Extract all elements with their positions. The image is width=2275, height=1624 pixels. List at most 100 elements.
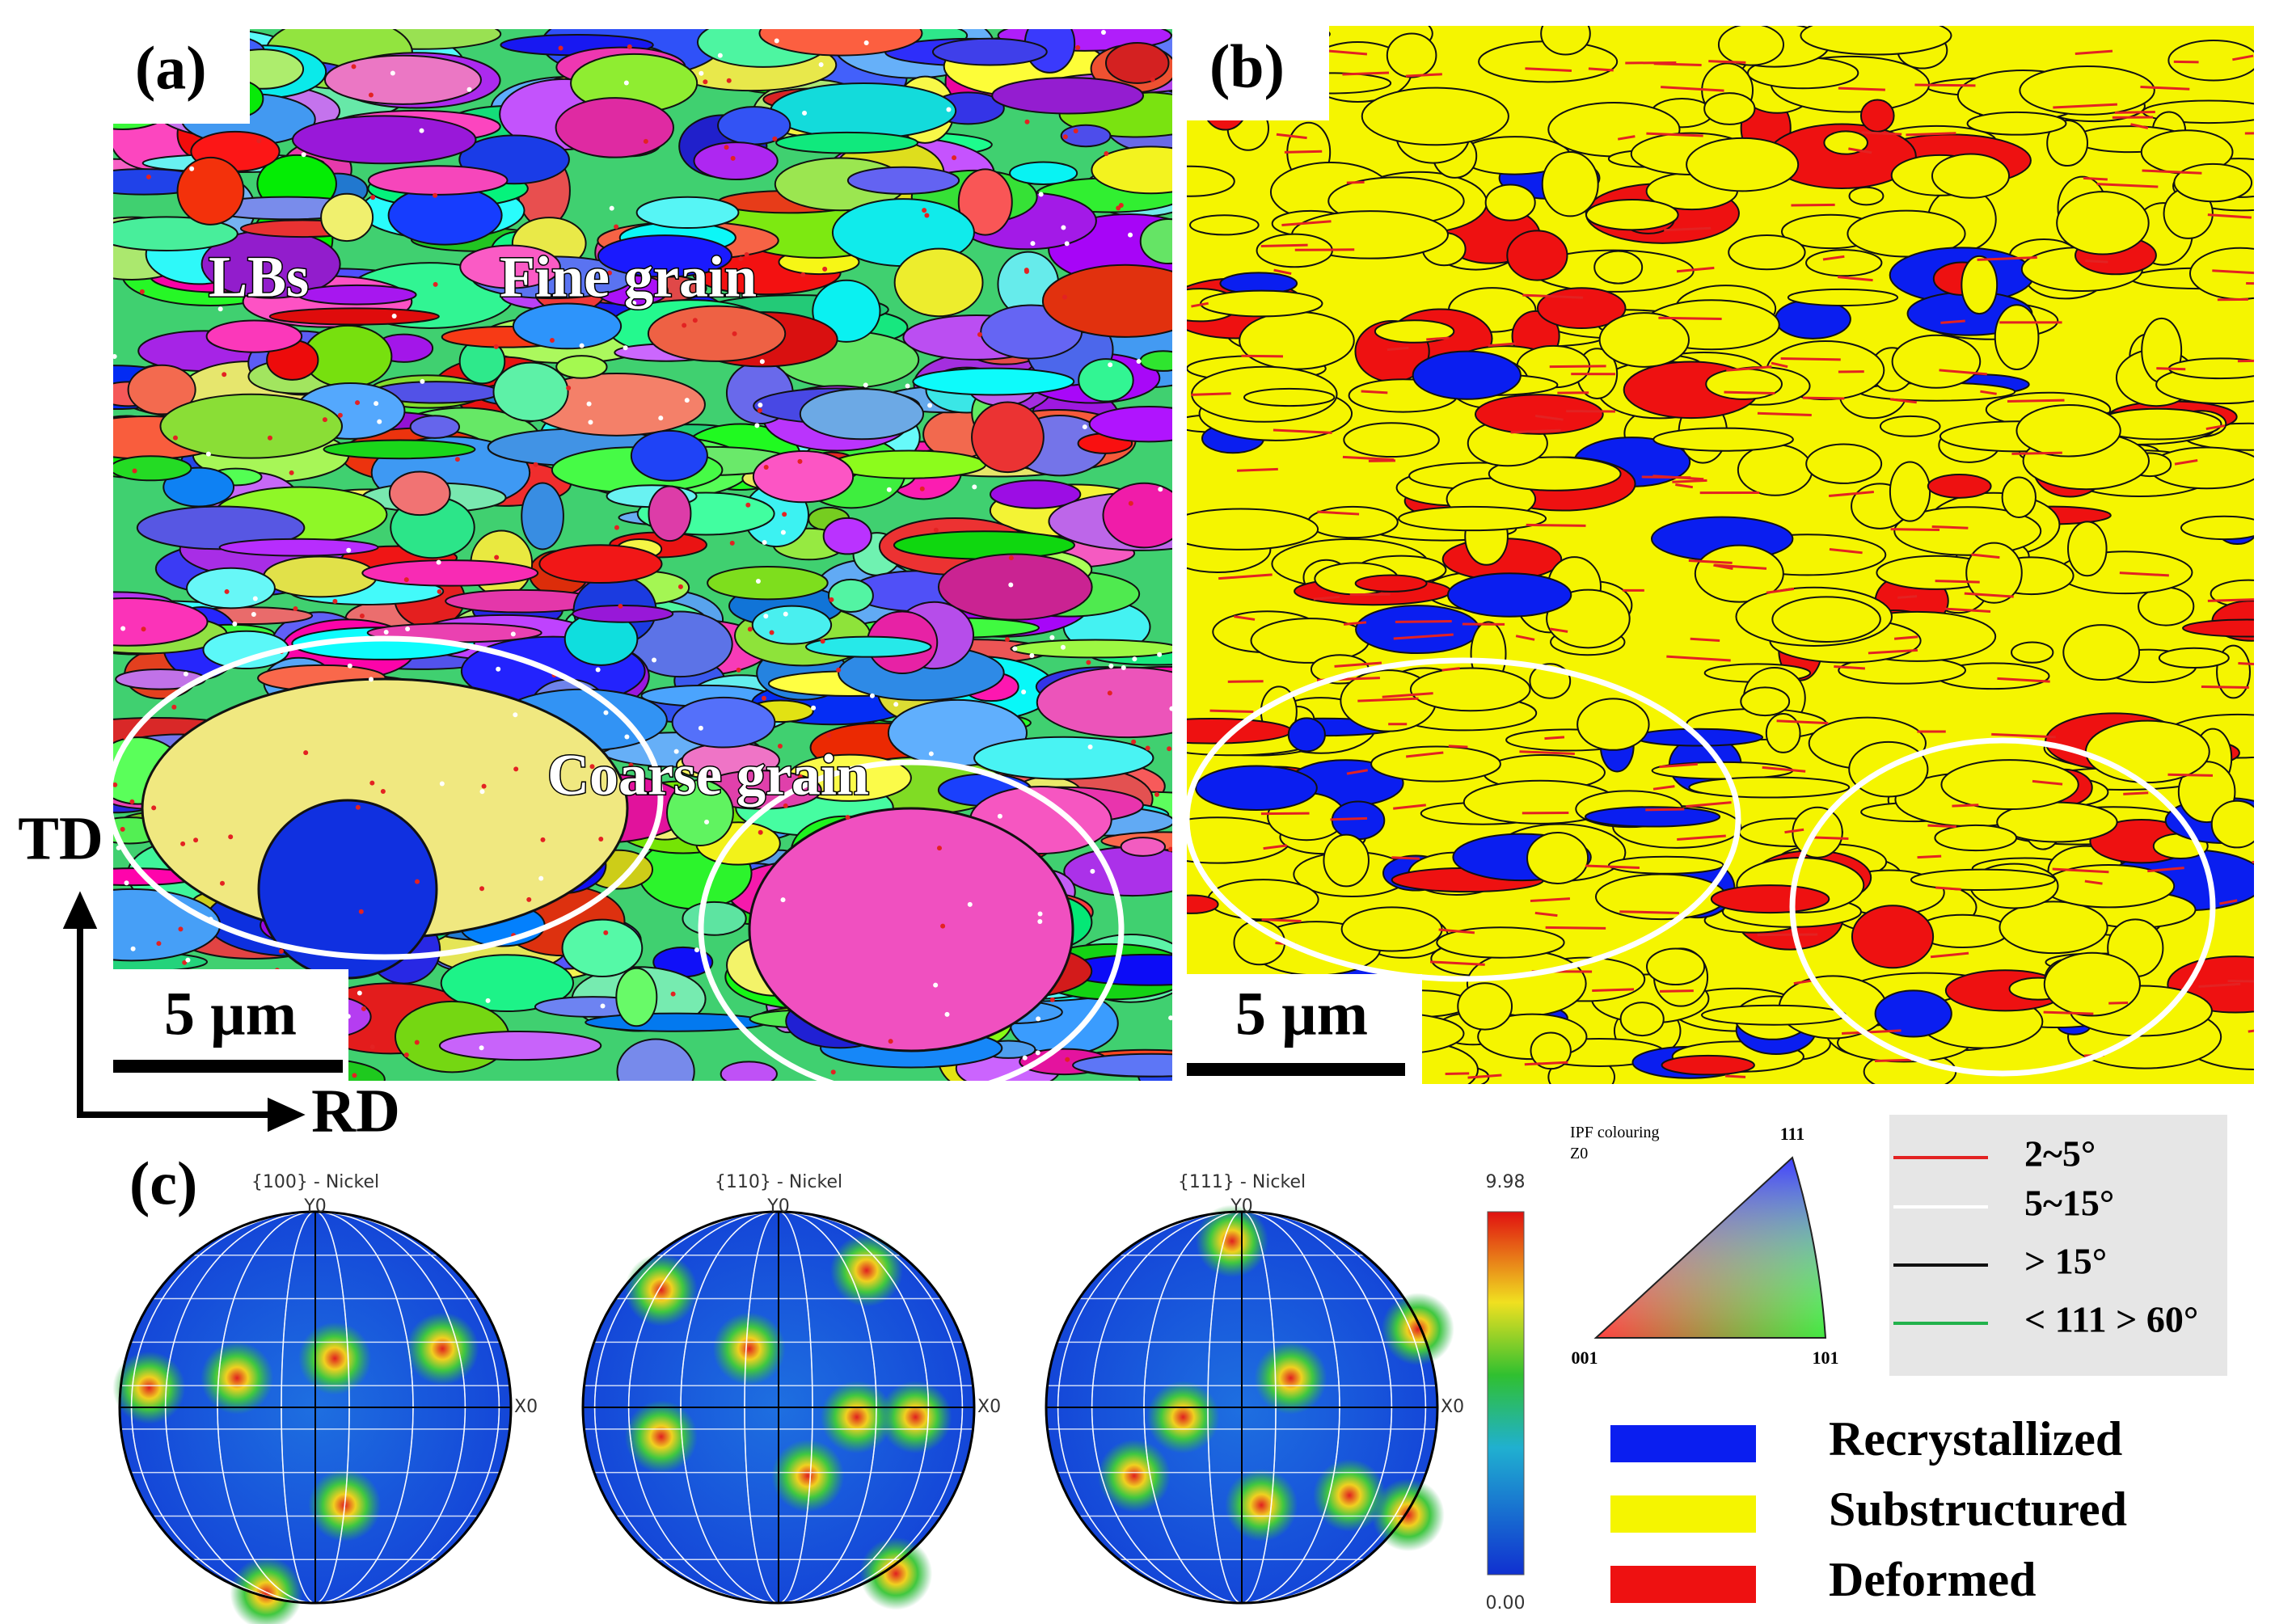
grain [1195, 765, 1318, 811]
grain [1540, 26, 1591, 56]
lagb [1766, 588, 1795, 594]
lagb [1713, 563, 1733, 571]
lagb [618, 603, 623, 609]
lagb [698, 725, 703, 731]
lagb [368, 677, 374, 682]
grain [2019, 65, 2155, 116]
lagb [2142, 169, 2202, 175]
lagb [293, 605, 298, 611]
lagb [2075, 49, 2113, 56]
grain [1728, 234, 1806, 271]
grain [707, 566, 829, 601]
grain [1036, 666, 1172, 739]
lagb [1544, 736, 1565, 740]
grain [1323, 833, 1370, 888]
lagb [496, 666, 501, 672]
lagb [1534, 414, 1564, 421]
lagb [129, 799, 135, 804]
intensity-spot [624, 1400, 698, 1474]
grain [1966, 111, 2067, 136]
lagb [1448, 745, 1468, 749]
lagb [603, 710, 609, 715]
grain [1652, 427, 1794, 452]
lagb [390, 70, 395, 76]
lagb [579, 343, 585, 348]
grain [521, 482, 564, 550]
lagb [933, 527, 939, 533]
lagb [1108, 663, 1114, 669]
lagb [171, 704, 177, 710]
lagb [2084, 879, 2103, 885]
lagb [1964, 592, 2014, 598]
lagb [627, 44, 632, 49]
grain [648, 485, 692, 542]
pole-title: {100} - Nickel [251, 1172, 379, 1192]
grain [320, 192, 374, 243]
lagb [1784, 828, 1804, 834]
lagb [774, 38, 779, 44]
axis-label: TD [18, 804, 103, 872]
lagb [1090, 868, 1095, 874]
lagb [185, 957, 191, 963]
lagb [1811, 836, 1849, 840]
grain [693, 141, 779, 181]
lagb [886, 487, 892, 492]
grain [830, 449, 987, 479]
lagb [997, 813, 1002, 819]
lagb [614, 224, 619, 230]
lagb [1935, 886, 1961, 891]
lagb [631, 300, 637, 306]
lagb [763, 614, 769, 619]
lagb [1917, 854, 1942, 859]
lagb [1405, 73, 1442, 78]
lagb [391, 313, 397, 318]
lagb [172, 435, 178, 441]
lagb [183, 671, 188, 677]
lagb [1834, 664, 1866, 670]
lagb [1980, 390, 1997, 395]
grain [113, 455, 192, 482]
lagb [2083, 176, 2108, 181]
lagb [1131, 739, 1137, 745]
lagb [1008, 582, 1014, 588]
ipf-direction: Z0 [1570, 1145, 1588, 1162]
lagb [538, 875, 544, 881]
lagb [513, 712, 518, 718]
grain [647, 305, 787, 362]
lagb [558, 45, 563, 51]
grain [1608, 855, 1724, 875]
lagb [1675, 483, 1694, 489]
lagb [736, 667, 741, 673]
lagb [1368, 459, 1396, 462]
lagb [1927, 824, 1956, 829]
grain [555, 355, 608, 379]
lagb [1393, 804, 1426, 810]
intensity-spot [298, 1322, 372, 1395]
lagb [1191, 392, 1231, 396]
grain [1200, 289, 1323, 318]
lagb [178, 926, 184, 932]
lagb [256, 138, 262, 144]
lagb [692, 318, 698, 323]
grain [2011, 641, 2054, 664]
grain [555, 97, 674, 158]
lagb [826, 732, 832, 738]
grain [1661, 1054, 1755, 1076]
grain [1436, 926, 1565, 959]
lagb [1940, 319, 1965, 324]
grain [912, 367, 1075, 396]
lagb [1361, 390, 1388, 394]
lagb [1822, 255, 1845, 261]
lagb [332, 598, 338, 604]
grain [1851, 905, 1935, 969]
grain [512, 302, 623, 350]
grain [176, 156, 245, 226]
lagb [2147, 867, 2184, 873]
lagb [1971, 553, 2000, 559]
lagb [1426, 336, 1450, 341]
lagb [251, 612, 256, 618]
lagb [2043, 1010, 2094, 1015]
lagb [782, 512, 787, 517]
lagb [479, 886, 485, 892]
lagb [485, 998, 491, 1003]
